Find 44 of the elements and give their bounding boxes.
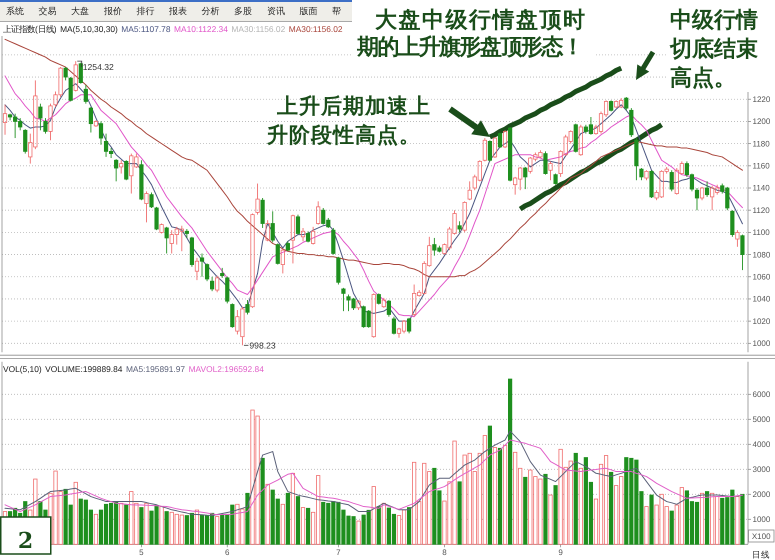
y-tick-label: 5000	[752, 415, 771, 424]
y-tick-label: 1040	[752, 294, 771, 304]
annotation: 998.23	[249, 340, 276, 350]
y-tick-label: 1060	[752, 272, 771, 282]
y-tick-label: 1080	[752, 250, 771, 260]
y-tick-label: 1120	[752, 206, 770, 215]
text: 资讯	[266, 6, 285, 16]
y-tick-label: 1200	[752, 117, 771, 126]
y-tick-label: 3000	[752, 465, 771, 474]
y-tick-label: 1020	[752, 316, 771, 326]
x-tick-label: 5	[139, 548, 144, 557]
y-tick-label: 1160	[752, 162, 770, 171]
value-note: 998.23	[244, 340, 276, 350]
y-tick-label: 2000	[752, 490, 771, 500]
text: 版面	[299, 6, 318, 16]
unit-box: X100	[748, 530, 774, 542]
text: 报表	[168, 6, 187, 16]
annotation: 上升后期加速上升阶段性高点。	[267, 93, 431, 147]
y-tick-label: 6000	[752, 390, 771, 400]
y-tick-label: 1140	[752, 184, 770, 193]
y-tick-label: 1000	[752, 339, 771, 348]
text: 排行	[136, 6, 154, 16]
text: 多股	[234, 6, 252, 16]
text: 分析	[202, 6, 220, 16]
y-tick-label: 1180	[752, 139, 770, 148]
text: 系统	[6, 6, 24, 16]
x-tick-label: 7	[336, 548, 342, 557]
text: 日线	[752, 550, 770, 560]
x-tick-label: 9	[558, 548, 564, 557]
text: 交易	[38, 6, 57, 16]
legend: 上证指数(日线) MA(5,10,30,30) MA5:1107.78 MA10:1122.34 MA30:1156.02 MA30:1156.02	[3, 24, 343, 34]
y-tick-label: 1000	[752, 515, 771, 524]
annotation: 2	[18, 528, 34, 554]
annotation: 1254.32	[82, 62, 114, 72]
y-tick-label: 4000	[752, 440, 771, 450]
legend: VOL(5,10) VOLUME:199889.84 MA5:195891.97 MAVOL2:196592.84	[3, 364, 264, 374]
y-tick-label: 1100	[752, 228, 770, 238]
text: 帮	[332, 6, 341, 16]
x-tick-label: 6	[225, 548, 230, 557]
text: 报价	[102, 6, 122, 16]
text: 大盘	[71, 6, 90, 16]
x-tick-label: 8	[442, 548, 448, 557]
value-note: 1254.32	[76, 60, 114, 72]
y-tick-label: 1220	[752, 94, 771, 104]
